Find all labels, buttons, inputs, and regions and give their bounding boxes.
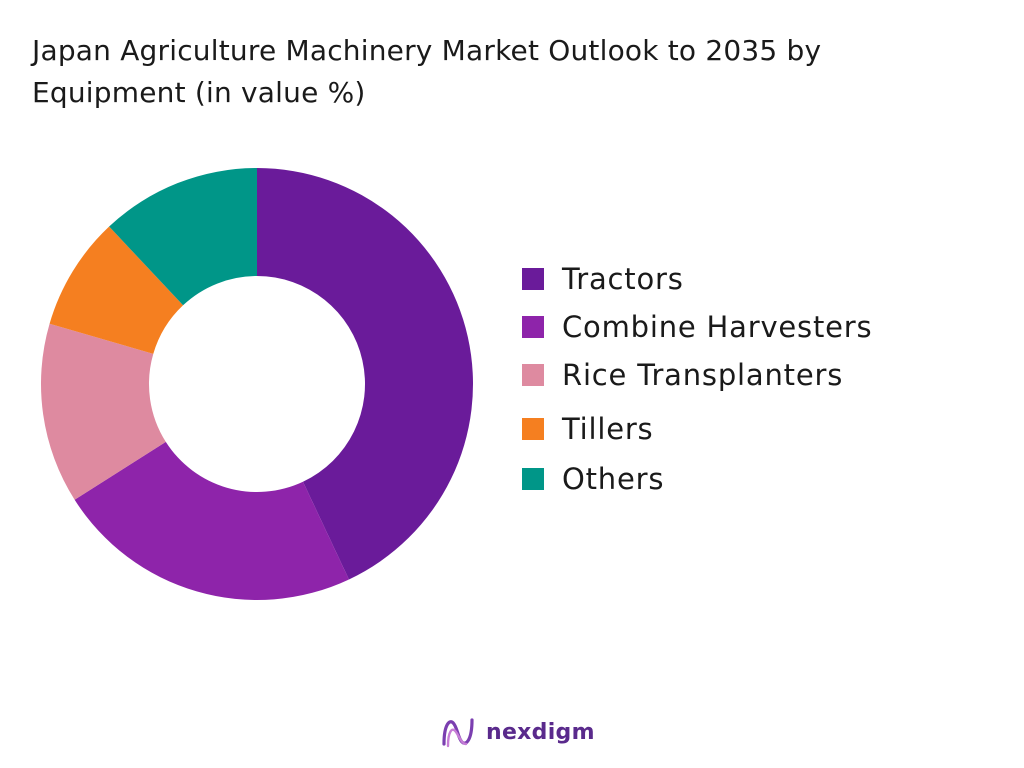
slice-others (109, 168, 258, 306)
legend-item: Rice Transplanters (522, 358, 843, 392)
legend-swatch (522, 316, 544, 338)
legend-item: Tillers (522, 412, 653, 446)
legend-swatch (522, 468, 544, 490)
slice-tillers (49, 226, 184, 354)
legend-label: Others (562, 462, 665, 496)
brand-name: nexdigm (486, 719, 595, 745)
legend-item: Tractors (522, 262, 684, 296)
legend-swatch (522, 268, 544, 290)
legend-item: Others (522, 462, 664, 496)
legend-item: Combine Harvesters (522, 310, 872, 344)
slice-combine-harvesters (74, 441, 349, 600)
legend-label: Tillers (562, 412, 654, 446)
slice-tractors (257, 168, 473, 580)
brand-logo: nexdigm (440, 714, 595, 750)
legend-label: Rice Transplanters (562, 358, 844, 392)
nexdigm-logo-icon (442, 718, 474, 748)
chart-title: Japan Agriculture Machinery Market Outlo… (32, 34, 822, 109)
legend-label: Combine Harvesters (562, 310, 873, 344)
legend-label: Tractors (562, 262, 684, 296)
legend-swatch (522, 418, 544, 440)
legend-swatch (522, 364, 544, 386)
slice-rice-transplanters (41, 323, 166, 500)
